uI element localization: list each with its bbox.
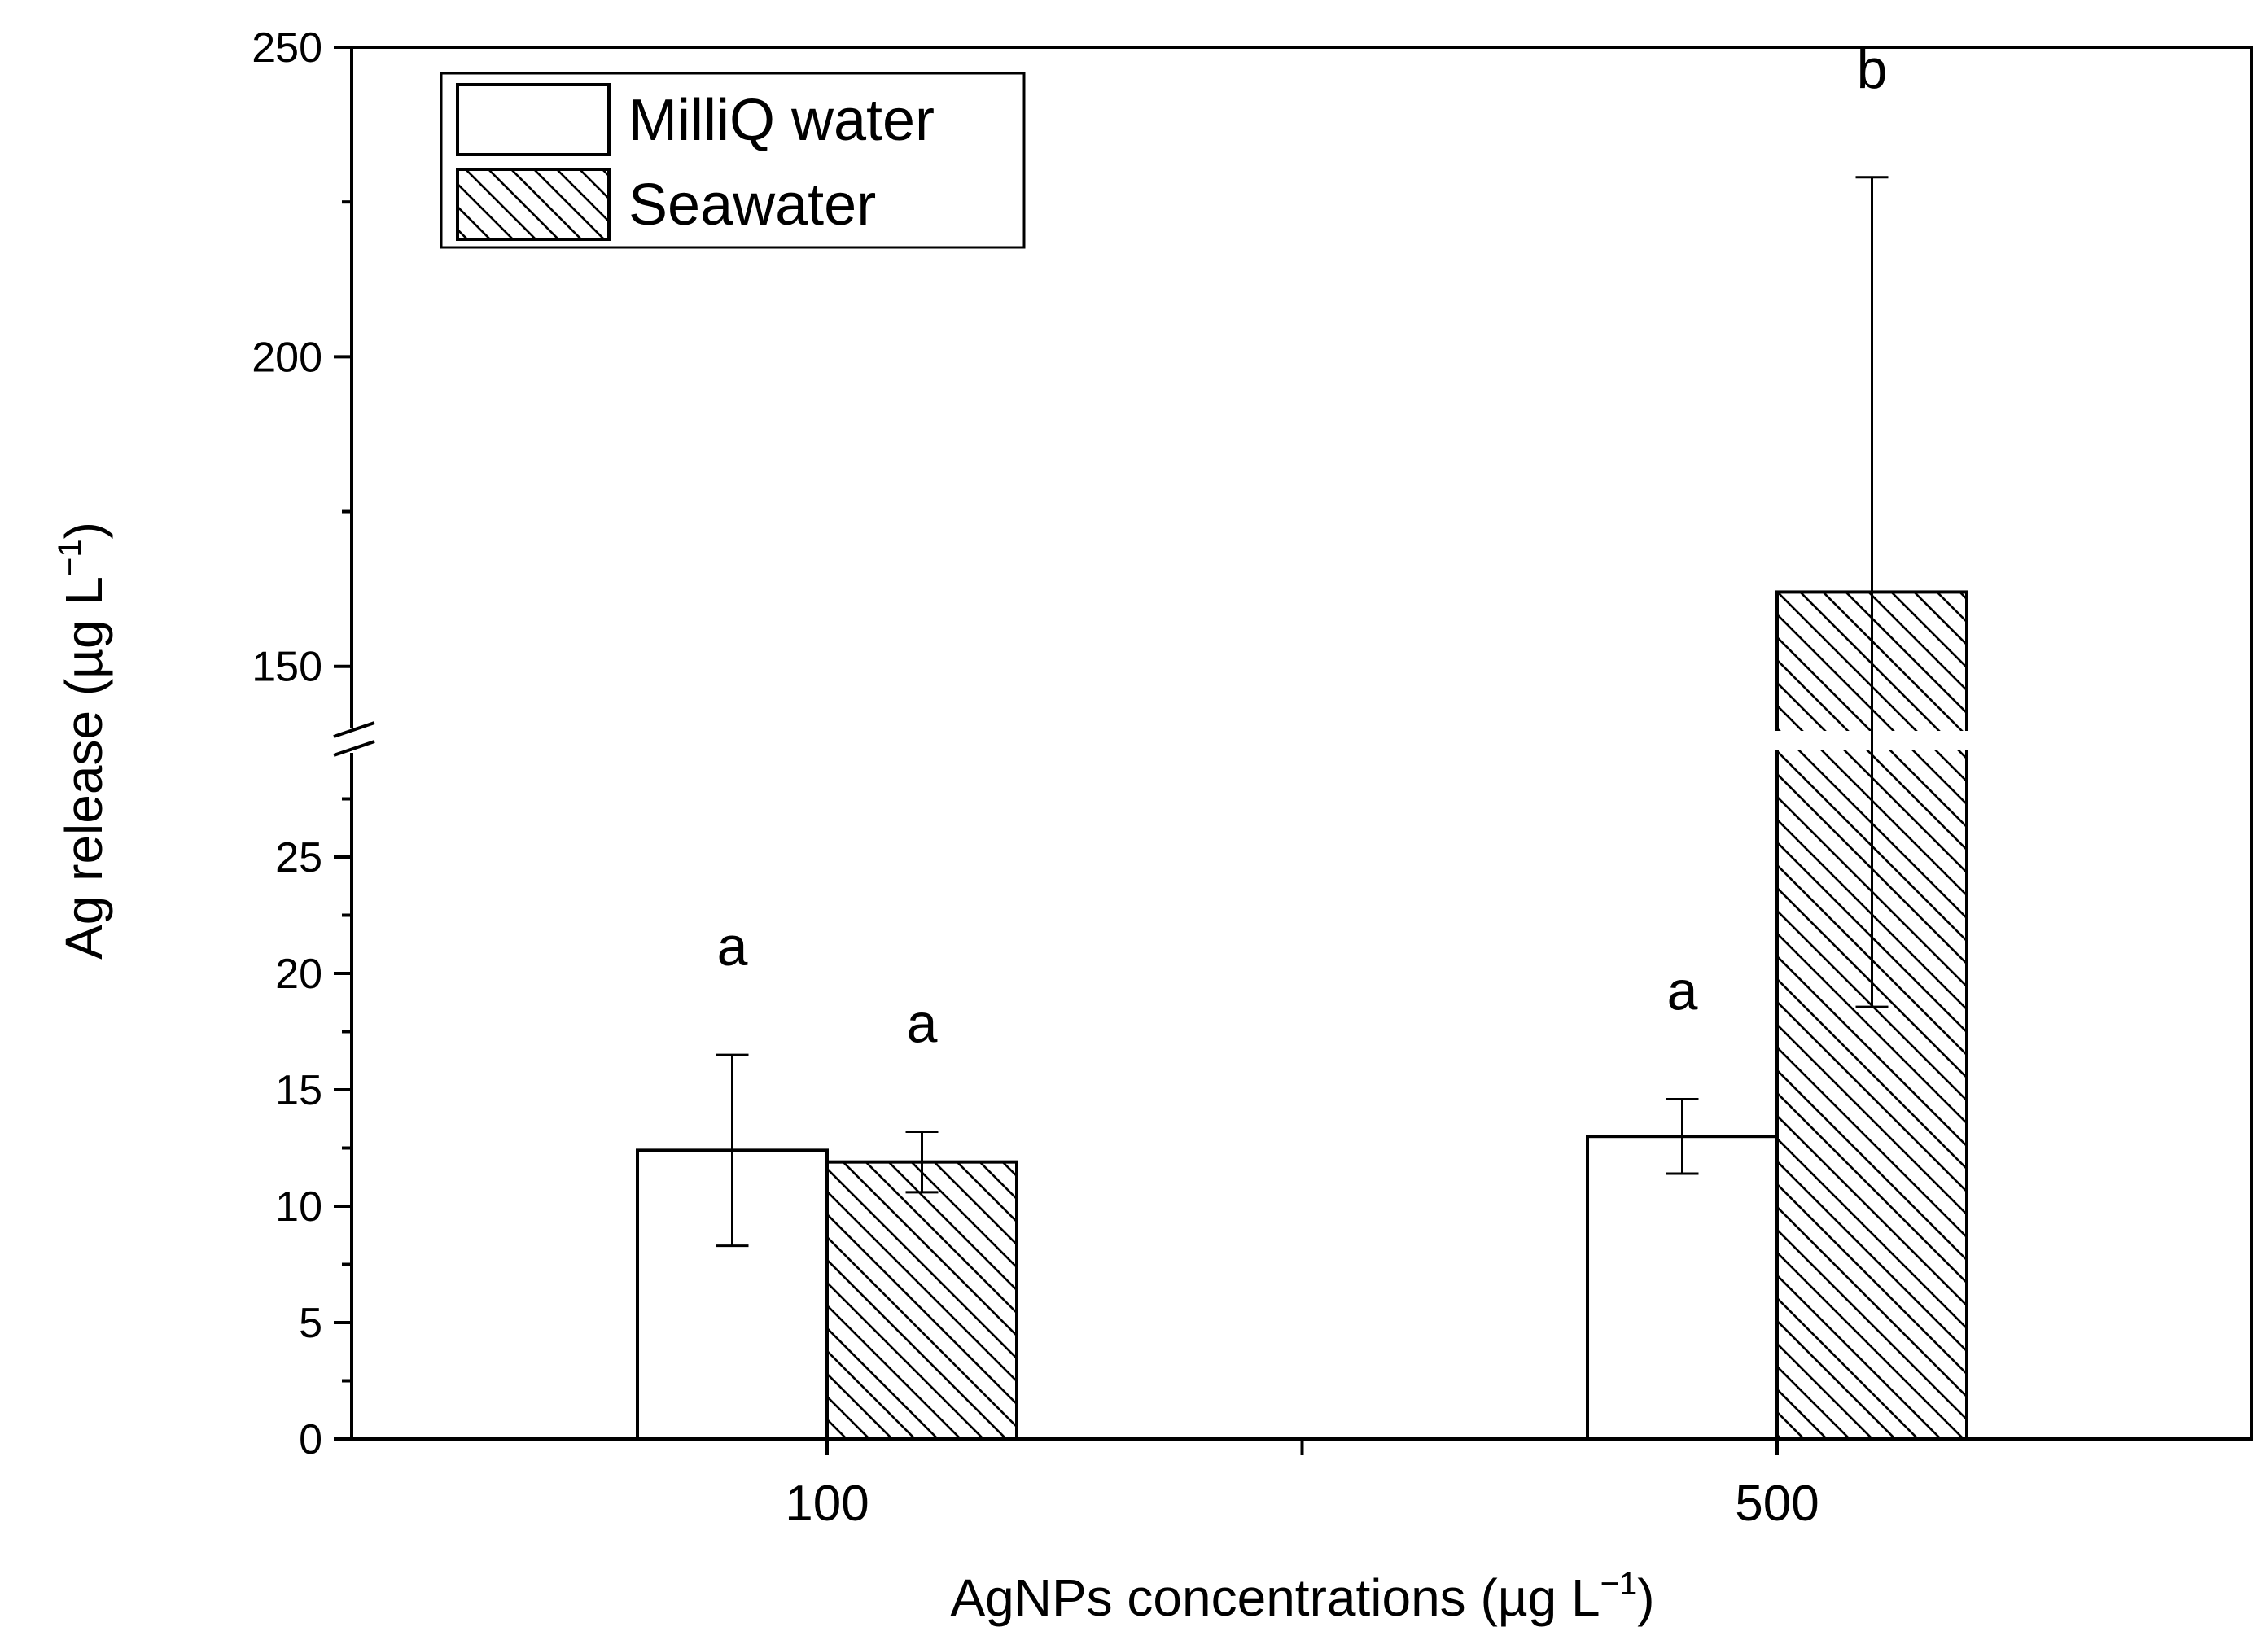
legend-label-seawater: Seawater bbox=[628, 173, 876, 238]
bar bbox=[1586, 1135, 1779, 1441]
significance-label: a bbox=[907, 992, 938, 1054]
significance-label: b bbox=[1857, 38, 1888, 100]
legend: MilliQ water Seawater bbox=[440, 72, 1026, 249]
significance-labels: a a a b bbox=[717, 38, 1888, 1055]
x-axis-title: AgNPs concentrations (µg L−1) bbox=[950, 1566, 1654, 1627]
y-tick-label: 5 bbox=[299, 1300, 322, 1347]
significance-label: a bbox=[717, 916, 748, 977]
y-tick-label: 20 bbox=[275, 951, 322, 998]
y-tick-label: 10 bbox=[275, 1183, 322, 1231]
axis-ticks: 0 5 10 15 20 25 150 200 250 100 500 bbox=[252, 24, 1819, 1532]
x-tick-label: 500 bbox=[1735, 1476, 1819, 1532]
y-tick-label: 150 bbox=[252, 644, 322, 691]
bar bbox=[825, 1160, 1018, 1441]
significance-label: a bbox=[1667, 960, 1698, 1021]
y-tick-label: 0 bbox=[299, 1416, 322, 1463]
y-tick-label: 15 bbox=[275, 1067, 322, 1114]
legend-swatch-seawater bbox=[456, 168, 611, 241]
y-axis-title: Ag release (µg L−1) bbox=[52, 522, 113, 960]
x-tick-label: 100 bbox=[785, 1476, 869, 1532]
y-tick-label: 200 bbox=[252, 334, 322, 381]
bars bbox=[636, 590, 1970, 1441]
axis-break bbox=[330, 721, 379, 757]
legend-swatch-milliq bbox=[456, 83, 611, 156]
y-tick-label: 25 bbox=[275, 834, 322, 881]
legend-label-milliq: MilliQ water bbox=[628, 88, 935, 153]
y-tick-label: 250 bbox=[252, 24, 322, 72]
error-bars bbox=[716, 176, 1889, 1248]
